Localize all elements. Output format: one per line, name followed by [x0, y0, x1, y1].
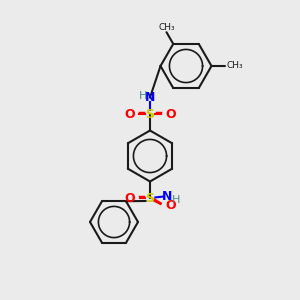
Text: S: S [146, 191, 154, 205]
Text: O: O [124, 191, 135, 205]
Text: O: O [165, 107, 175, 121]
Text: S: S [146, 107, 154, 121]
Text: O: O [165, 199, 175, 212]
Text: N: N [162, 190, 172, 203]
Text: CH₃: CH₃ [226, 61, 243, 70]
Text: H: H [139, 91, 148, 101]
Text: O: O [124, 107, 135, 121]
Text: N: N [145, 91, 155, 104]
Text: CH₃: CH₃ [158, 23, 175, 32]
Text: H: H [172, 194, 181, 205]
